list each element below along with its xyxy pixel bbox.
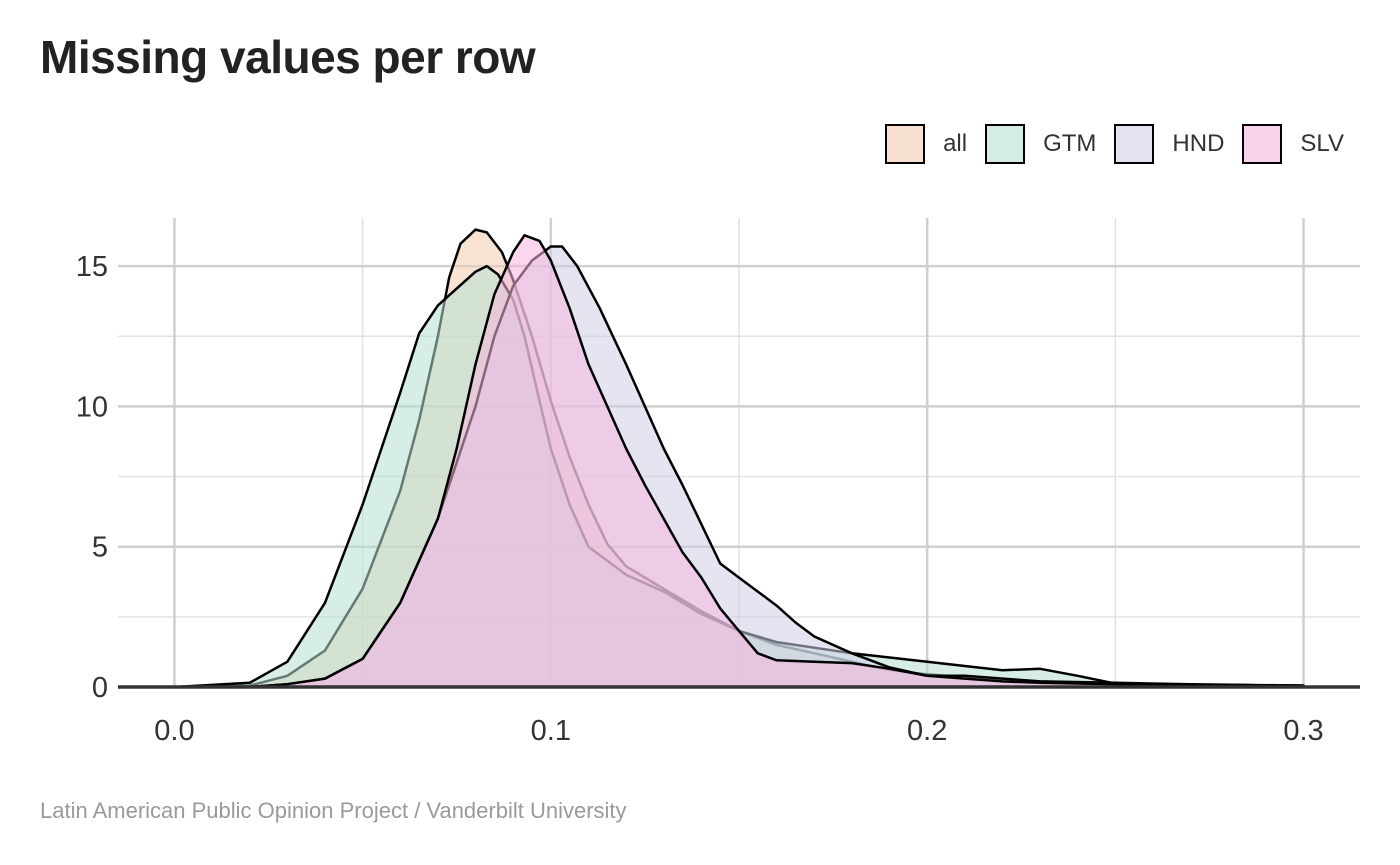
y-tick-label: 5 — [92, 532, 108, 564]
y-tick-label: 15 — [76, 251, 108, 283]
legend-item-hnd: HND — [1114, 124, 1224, 164]
chart-title: Missing values per row — [40, 31, 536, 83]
legend-item-all: all — [885, 124, 967, 164]
legend-swatch — [985, 124, 1026, 164]
density-areas — [173, 228, 1305, 689]
y-tick-label: 10 — [76, 391, 108, 423]
density-area-slv — [173, 234, 1305, 689]
caption: Latin American Public Opinion Project / … — [40, 798, 627, 823]
legend-swatch — [1242, 124, 1283, 164]
x-tick-label: 0.0 — [154, 715, 194, 747]
legend-label: SLV — [1300, 130, 1344, 157]
legend-label: all — [943, 130, 968, 157]
y-tick-labels: 0 5 10 15 — [76, 251, 108, 704]
legend-label: GTM — [1043, 130, 1097, 157]
legend: all GTM HND SLV — [867, 124, 1344, 164]
x-tick-labels: 0.0 0.1 0.2 0.3 — [154, 715, 1323, 747]
legend-item-slv: SLV — [1242, 124, 1344, 164]
x-tick-label: 0.1 — [531, 715, 571, 747]
legend-item-gtm: GTM — [985, 124, 1096, 164]
x-tick-label: 0.3 — [1283, 715, 1323, 747]
y-tick-label: 0 — [92, 672, 108, 704]
legend-swatch — [1114, 124, 1155, 164]
legend-label: HND — [1172, 130, 1225, 157]
x-tick-label: 0.2 — [907, 715, 947, 747]
legend-swatch — [885, 124, 926, 164]
grid-minor — [118, 218, 1360, 687]
